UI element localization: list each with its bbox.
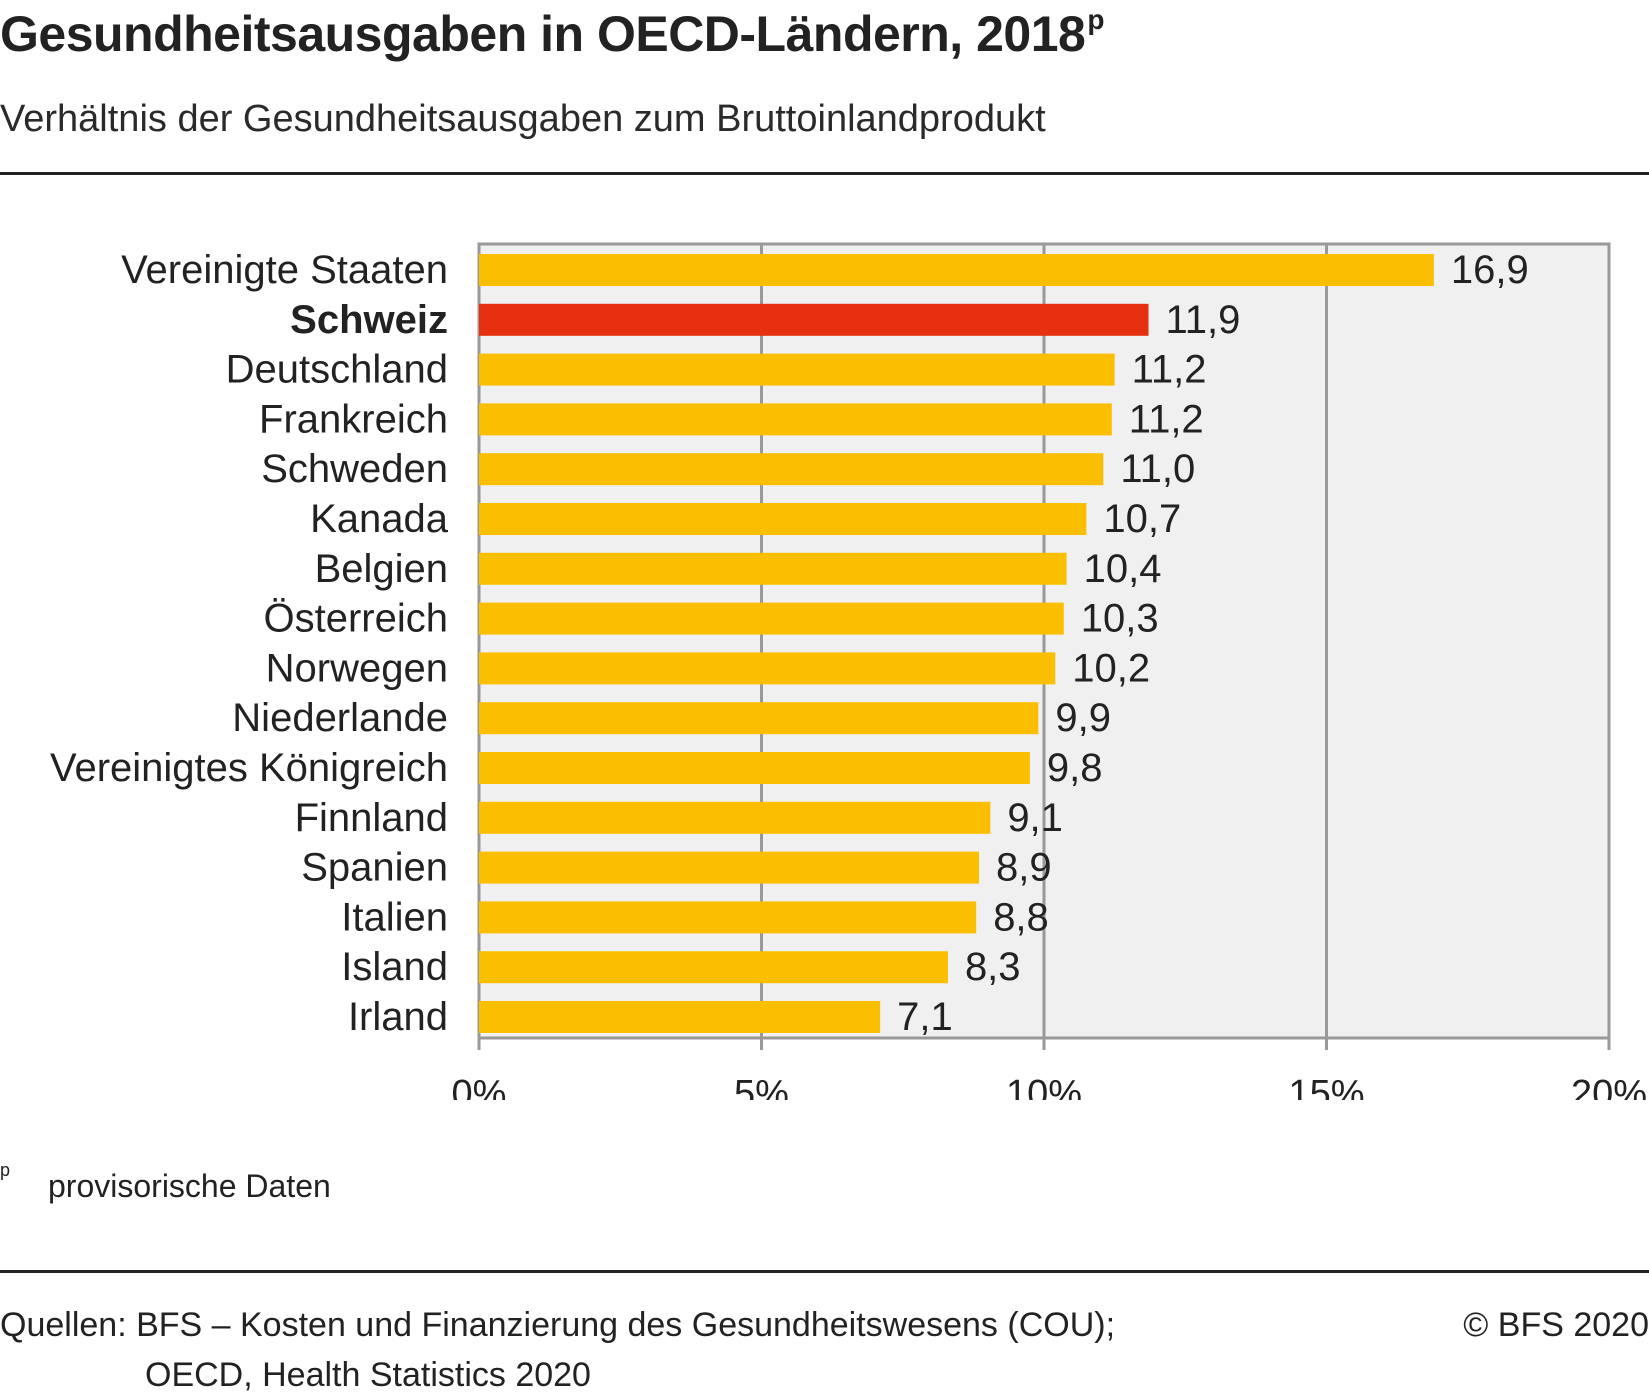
bar: [479, 303, 1149, 336]
data-label: 8,9: [996, 846, 1052, 890]
source-line-2: OECD, Health Statistics 2020: [145, 1356, 591, 1394]
x-tick-label: 15%: [1288, 1073, 1364, 1100]
bar: [479, 901, 977, 934]
bar: [479, 353, 1115, 386]
bar: [479, 403, 1112, 436]
bar: [479, 851, 980, 884]
source-line-1: Quellen: BFS – Kosten und Finanzierung d…: [0, 1306, 1116, 1344]
data-label: 11,9: [1166, 298, 1241, 342]
category-label: Vereinigtes Königreich: [50, 746, 448, 790]
category-label: Belgien: [315, 547, 448, 591]
x-tick-label: 20%: [1571, 1073, 1647, 1100]
data-label: 9,8: [1047, 746, 1103, 790]
bar: [479, 1001, 881, 1033]
bar: [479, 801, 991, 834]
chart-title: Gesundheitsausgaben in OECD-Ländern, 201…: [0, 4, 1104, 63]
chart-title-text: Gesundheitsausgaben in OECD-Ländern, 201…: [0, 6, 1086, 62]
chart-subtitle: Verhältnis der Gesundheitsausgaben zum B…: [0, 98, 1046, 140]
category-label: Vereinigte Staaten: [121, 248, 448, 292]
data-label: 11,2: [1132, 348, 1207, 392]
bar: [479, 254, 1434, 286]
bar: [479, 503, 1087, 535]
bottom-divider: [0, 1270, 1649, 1273]
data-label: 10,3: [1081, 597, 1159, 641]
category-label: Frankreich: [259, 397, 448, 441]
data-label: 10,4: [1084, 547, 1162, 591]
data-label: 10,2: [1072, 646, 1150, 690]
copyright: © BFS 2020: [1463, 1306, 1649, 1344]
category-label: Schweden: [261, 447, 448, 491]
footnote-text: provisorische Daten: [48, 1168, 331, 1204]
data-label: 11,0: [1120, 447, 1195, 491]
category-label: Island: [341, 945, 448, 989]
data-label: 9,1: [1007, 796, 1063, 840]
source-note: Quellen: BFS – Kosten und Finanzierung d…: [0, 1300, 1115, 1400]
plot-frame: [477, 242, 1611, 1040]
category-label: Schweiz: [290, 298, 448, 342]
category-label: Finnland: [295, 796, 448, 840]
title-superscript: p: [1087, 4, 1104, 35]
x-tick-label: 0%: [452, 1073, 507, 1100]
data-label: 11,2: [1129, 397, 1204, 441]
category-label: Kanada: [310, 497, 449, 541]
category-label: Österreich: [264, 597, 449, 641]
category-label: Deutschland: [226, 348, 448, 392]
bar-chart: 0% 5% 10% 15% 20% Vereinigte Staaten 16,9 Schwe…: [50, 242, 1647, 1100]
bar: [479, 752, 1030, 784]
category-label: Irland: [348, 995, 448, 1039]
bar: [479, 951, 948, 984]
x-tick-label: 5%: [734, 1073, 789, 1100]
category-label: Spanien: [301, 846, 448, 890]
x-tick-label: 10%: [1006, 1073, 1082, 1100]
data-label: 8,3: [965, 945, 1021, 989]
bar: [479, 652, 1056, 685]
category-label: Norwegen: [266, 646, 448, 690]
data-label: 8,8: [993, 895, 1049, 939]
category-label: Italien: [341, 895, 448, 939]
data-label: 10,7: [1103, 497, 1181, 541]
footnote-marker: p: [0, 1160, 11, 1180]
bar: [479, 453, 1104, 486]
bar: [479, 602, 1064, 635]
bar: [479, 702, 1039, 735]
bar: [479, 552, 1067, 585]
top-divider: [0, 172, 1649, 175]
data-label: 7,1: [897, 995, 953, 1039]
data-label: 9,9: [1055, 696, 1111, 740]
data-label: 16,9: [1451, 248, 1529, 292]
category-label: Niederlande: [232, 696, 448, 740]
